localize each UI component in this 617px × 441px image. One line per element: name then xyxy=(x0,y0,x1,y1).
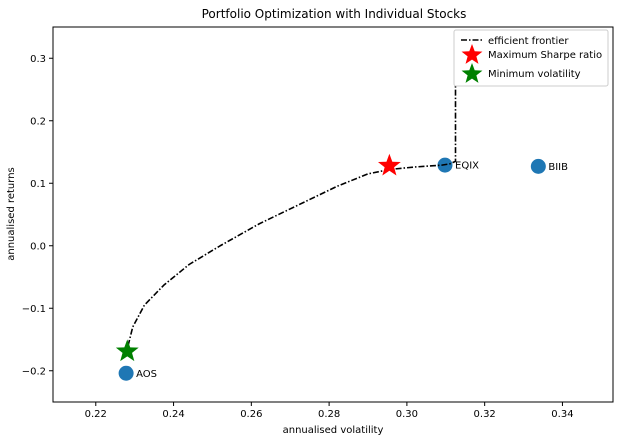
stock-label-biib: BIIB xyxy=(548,162,568,173)
max-sharpe-star xyxy=(377,153,401,176)
x-axis-ticks: 0.22 0.24 0.26 0.28 0.30 0.32 0.34 xyxy=(85,402,574,420)
legend-label-min-volatility: Minimum volatility xyxy=(488,69,581,80)
x-tick-label: 0.32 xyxy=(474,409,496,420)
y-tick-label: 0.2 xyxy=(30,116,46,127)
legend-min-volatility-star xyxy=(461,63,483,83)
chart-title: Portfolio Optimization with Individual S… xyxy=(202,7,467,21)
plot-content: AOS EQIX BIIB xyxy=(115,33,568,381)
y-tick-label: 0.3 xyxy=(30,54,46,65)
x-tick-label: 0.34 xyxy=(551,409,573,420)
y-tick-label: 0.0 xyxy=(30,241,46,252)
y-tick-label: 0.1 xyxy=(30,179,46,190)
legend: efficient frontier Maximum Sharpe ratio … xyxy=(453,29,609,87)
y-tick-label: −0.2 xyxy=(22,366,46,377)
x-tick-label: 0.24 xyxy=(162,409,184,420)
min-volatility-star xyxy=(115,339,139,362)
efficient-frontier-line xyxy=(127,33,457,346)
x-tick-label: 0.28 xyxy=(318,409,340,420)
legend-max-sharpe-star xyxy=(461,44,483,64)
x-tick-label: 0.30 xyxy=(396,409,418,420)
plot-area xyxy=(52,26,614,403)
y-axis-label: annualised returns xyxy=(6,167,17,261)
x-tick-label: 0.22 xyxy=(85,409,107,420)
legend-box xyxy=(453,29,609,87)
stock-point-biib xyxy=(530,158,546,174)
stock-label-eqix: EQIX xyxy=(455,161,479,172)
y-axis-ticks: −0.2 −0.1 0.0 0.1 0.2 0.3 xyxy=(22,54,53,377)
stock-label-aos: AOS xyxy=(136,369,157,380)
legend-label-max-sharpe: Maximum Sharpe ratio xyxy=(488,50,602,61)
x-axis-label: annualised volatility xyxy=(283,425,384,436)
legend-label-efficient-frontier: efficient frontier xyxy=(488,36,569,47)
x-tick-label: 0.26 xyxy=(240,409,262,420)
stock-point-aos xyxy=(118,365,134,381)
y-tick-label: −0.1 xyxy=(22,304,46,315)
